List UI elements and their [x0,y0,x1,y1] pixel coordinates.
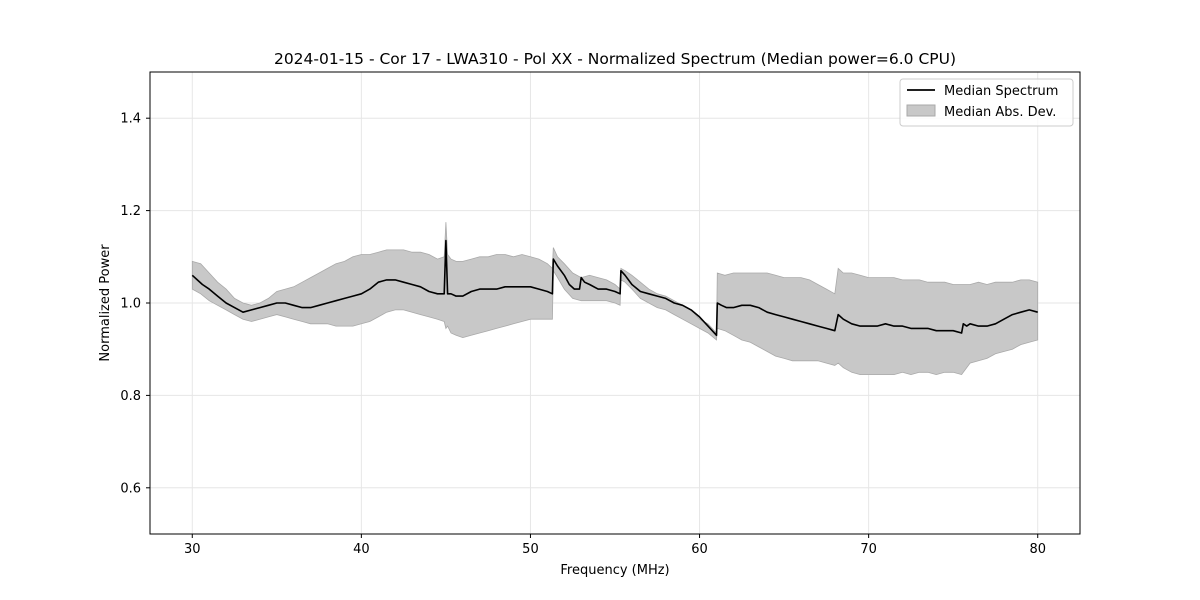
y-axis-label: Normalized Power [98,244,113,362]
legend-box [899,78,1074,127]
x-tick-label: 40 [353,542,370,557]
legend-label-median-spectrum: Median Spectrum [944,84,1058,99]
x-tick-label: 80 [1029,542,1046,557]
y-tick-label: 0.6 [120,481,141,496]
x-tick-label: 50 [522,542,539,557]
x-axis-label: Frequency (MHz) [560,563,669,578]
median-spectrum-line [191,239,1038,337]
x-tick-label: 60 [691,542,708,557]
y-tick-label: 1.0 [120,297,141,312]
median-abs-dev-band [191,222,1039,376]
x-tick-label: 30 [184,542,201,557]
y-tick-label: 1.2 [120,204,141,219]
legend: Median Spectrum Median Abs. Dev. [899,78,1074,127]
y-tick-label: 0.8 [120,389,141,404]
legend-label-median-abs-dev: Median Abs. Dev. [944,105,1056,120]
chart-title: 2024-01-15 - Cor 17 - LWA310 - Pol XX - … [274,50,956,68]
legend-band-swatch [906,104,936,117]
x-tick-label: 70 [860,542,877,557]
y-tick-label: 1.4 [120,112,141,127]
axis-ticks: 30 40 50 60 70 80 0.6 0.8 1.0 1.2 1.4 [120,112,1046,557]
